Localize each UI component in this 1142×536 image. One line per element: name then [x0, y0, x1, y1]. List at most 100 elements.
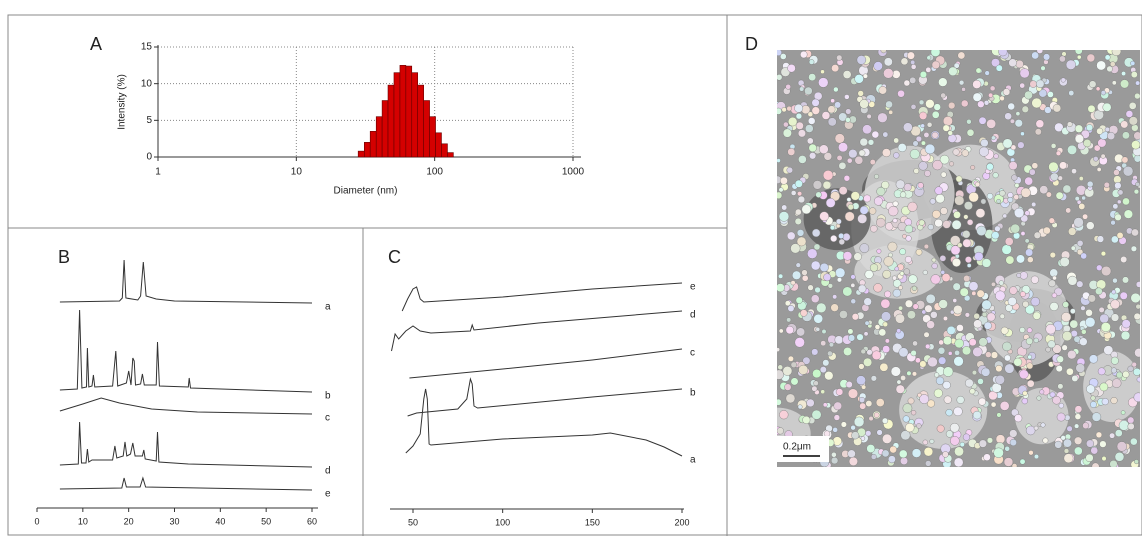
sem-particle	[895, 384, 905, 394]
sem-particle	[1088, 354, 1099, 364]
bar	[364, 142, 371, 158]
sem-particle	[881, 311, 892, 322]
sem-particle	[1097, 367, 1106, 376]
sem-particle	[902, 415, 910, 423]
sem-particle	[821, 329, 827, 334]
sem-particle	[850, 283, 856, 288]
sem-particle	[848, 334, 856, 342]
sem-particle	[1133, 312, 1140, 321]
sem-particle	[911, 448, 922, 458]
sem-particle	[845, 381, 853, 389]
sem-particle	[951, 219, 962, 230]
sem-particle	[781, 204, 788, 211]
sem-particle	[1007, 296, 1017, 306]
sem-particle	[863, 357, 873, 367]
sem-particle	[777, 74, 783, 81]
sem-particle	[981, 258, 992, 268]
sem-particle	[802, 415, 811, 424]
sem-particle	[1109, 459, 1118, 467]
sem-particle	[870, 375, 877, 382]
sem-particle	[1067, 275, 1078, 286]
sem-particle	[1058, 402, 1065, 409]
sem-particle	[846, 157, 853, 164]
sem-particle	[931, 60, 941, 70]
sem-particle	[873, 61, 883, 71]
sem-particle	[786, 105, 792, 112]
sem-particle	[1030, 275, 1039, 284]
sem-particle	[942, 220, 951, 229]
sem-particle	[1128, 102, 1137, 110]
sem-particle	[830, 235, 838, 242]
sem-particle	[942, 381, 951, 390]
sem-particle	[938, 339, 944, 346]
x-tick-label: 50	[408, 517, 418, 527]
sem-particle	[996, 412, 1002, 418]
sem-particle	[899, 191, 907, 198]
sem-particle	[844, 94, 850, 100]
sem-particle	[1044, 106, 1052, 114]
sem-particle	[1114, 429, 1123, 437]
sem-particle	[1043, 226, 1051, 235]
bar	[375, 116, 383, 158]
sem-particle	[1022, 390, 1028, 396]
scale-bar-box	[777, 436, 829, 462]
sem-particle	[887, 241, 898, 252]
sem-particle	[859, 243, 870, 253]
sem-particle	[942, 116, 953, 126]
x-axis-label: Diameter (nm)	[334, 186, 398, 197]
sem-particle	[922, 439, 928, 446]
bar	[411, 72, 419, 158]
sem-particle	[1101, 398, 1109, 406]
sem-particle	[874, 324, 881, 330]
sem-particle	[866, 113, 872, 119]
sem-particle	[819, 366, 827, 374]
y-axis-label: Intensity (%)	[117, 74, 128, 130]
sem-particle	[1026, 379, 1035, 388]
sem-particle	[991, 231, 1000, 240]
sem-particle	[876, 248, 882, 254]
sem-particle	[1110, 299, 1120, 310]
sem-particle	[778, 273, 784, 279]
sem-particle	[1036, 395, 1042, 401]
x-tick-label: 30	[169, 516, 179, 526]
sem-particle	[1054, 122, 1064, 132]
sem-particle	[780, 53, 787, 60]
sem-particle	[798, 364, 809, 375]
sem-particle	[1065, 207, 1072, 214]
sem-particle	[1050, 172, 1059, 181]
sem-particle	[1057, 383, 1064, 390]
sem-particle	[1008, 58, 1017, 67]
sem-image	[777, 50, 1140, 467]
sem-particle	[1099, 440, 1107, 448]
sem-particle	[1098, 306, 1105, 313]
sem-particle	[1135, 80, 1140, 86]
sem-particle	[1117, 199, 1122, 205]
sem-particle	[851, 431, 860, 440]
sem-particle	[1009, 286, 1018, 295]
sem-particle	[777, 427, 784, 435]
bar	[381, 100, 389, 158]
sem-particle	[1025, 248, 1034, 257]
sem-particle	[827, 350, 833, 357]
sem-particle	[1100, 322, 1111, 333]
sem-particle	[991, 281, 996, 287]
sem-particle	[1033, 425, 1039, 431]
sem-particle	[993, 447, 1004, 458]
sem-particle	[807, 284, 814, 291]
sem-particle	[927, 399, 935, 408]
sem-particle	[981, 299, 992, 310]
sem-particle	[1135, 281, 1140, 288]
sem-particle	[785, 84, 791, 90]
sem-particle	[1036, 50, 1044, 54]
sem-particle	[1099, 313, 1109, 324]
sem-particle	[847, 388, 859, 399]
sem-particle	[969, 388, 976, 395]
sem-particle	[984, 70, 990, 76]
sem-particle	[830, 98, 835, 104]
sem-particle	[782, 128, 792, 138]
series-label: b	[325, 391, 331, 402]
sem-particle	[897, 143, 907, 153]
sem-particle	[1121, 71, 1127, 76]
sem-particle	[931, 110, 940, 119]
sem-particle	[794, 179, 803, 188]
